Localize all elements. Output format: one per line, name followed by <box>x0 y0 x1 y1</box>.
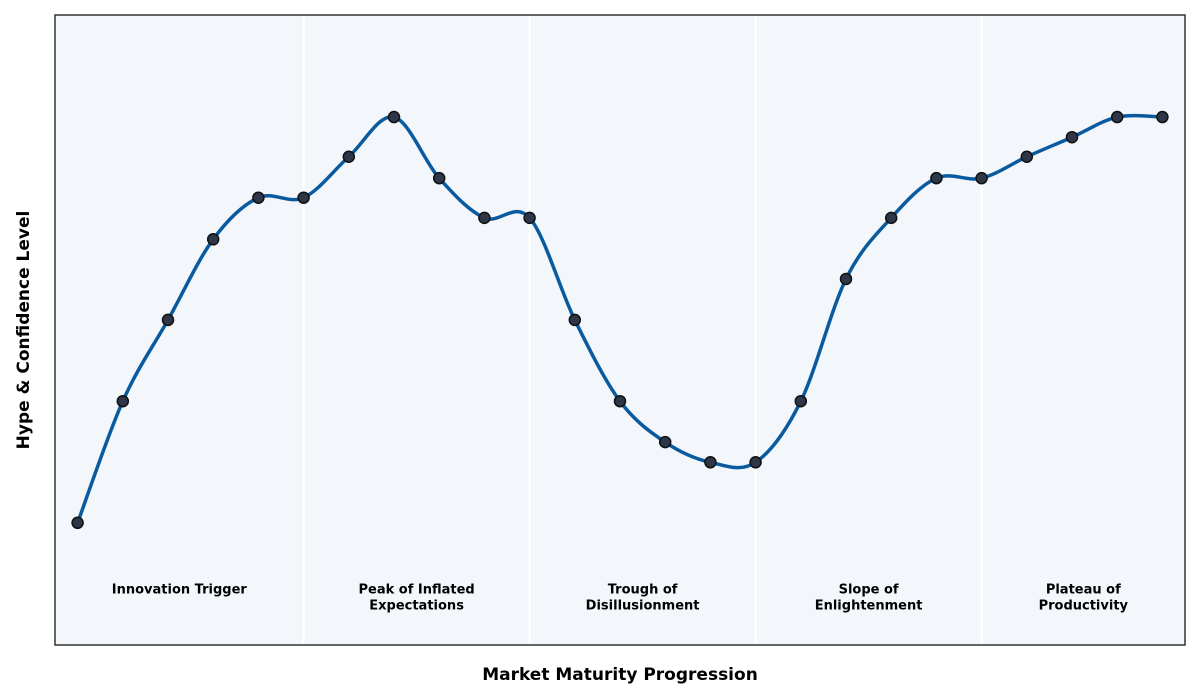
data-point <box>116 394 130 408</box>
data-point <box>297 191 310 204</box>
phase-label: Expectations <box>369 599 464 614</box>
data-point <box>523 211 536 225</box>
data-point <box>839 272 853 286</box>
data-point <box>71 516 84 530</box>
phase-label: Slope of <box>839 583 899 598</box>
data-point <box>161 313 175 327</box>
data-point <box>387 110 401 124</box>
data-point <box>884 211 898 225</box>
x-axis-label: Market Maturity Progression <box>482 665 758 685</box>
y-axis-label: Hype & Confidence Level <box>14 211 34 450</box>
data-point <box>568 313 582 327</box>
data-point <box>478 211 491 225</box>
phase-label: Enlightenment <box>815 599 923 614</box>
phase-label: Productivity <box>1039 599 1129 614</box>
data-point <box>658 435 672 449</box>
data-point <box>342 150 356 163</box>
phase-label: Trough of <box>608 583 678 598</box>
data-point <box>206 233 220 246</box>
phase-label: Peak of Inflated <box>358 583 474 598</box>
data-point <box>794 394 808 408</box>
plot-background <box>55 15 1185 645</box>
hype-curve <box>75 113 1163 524</box>
data-point <box>613 394 627 408</box>
data-point <box>432 171 446 185</box>
phase-label: Plateau of <box>1046 583 1121 598</box>
data-point <box>252 191 265 204</box>
phase-label: Disillusionment <box>586 599 700 614</box>
data-point <box>1065 130 1079 144</box>
data-point <box>1156 110 1169 124</box>
data-point <box>749 456 762 469</box>
phase-label: Innovation Trigger <box>112 583 248 598</box>
plot-frame <box>54 14 1186 646</box>
data-point <box>975 171 988 185</box>
data-point <box>1020 150 1034 163</box>
data-point <box>704 456 717 469</box>
data-point <box>930 171 943 185</box>
data-point <box>1110 110 1124 124</box>
plot-layer: Innovation Trigger Peak of InflatedExpect… <box>71 15 1169 645</box>
